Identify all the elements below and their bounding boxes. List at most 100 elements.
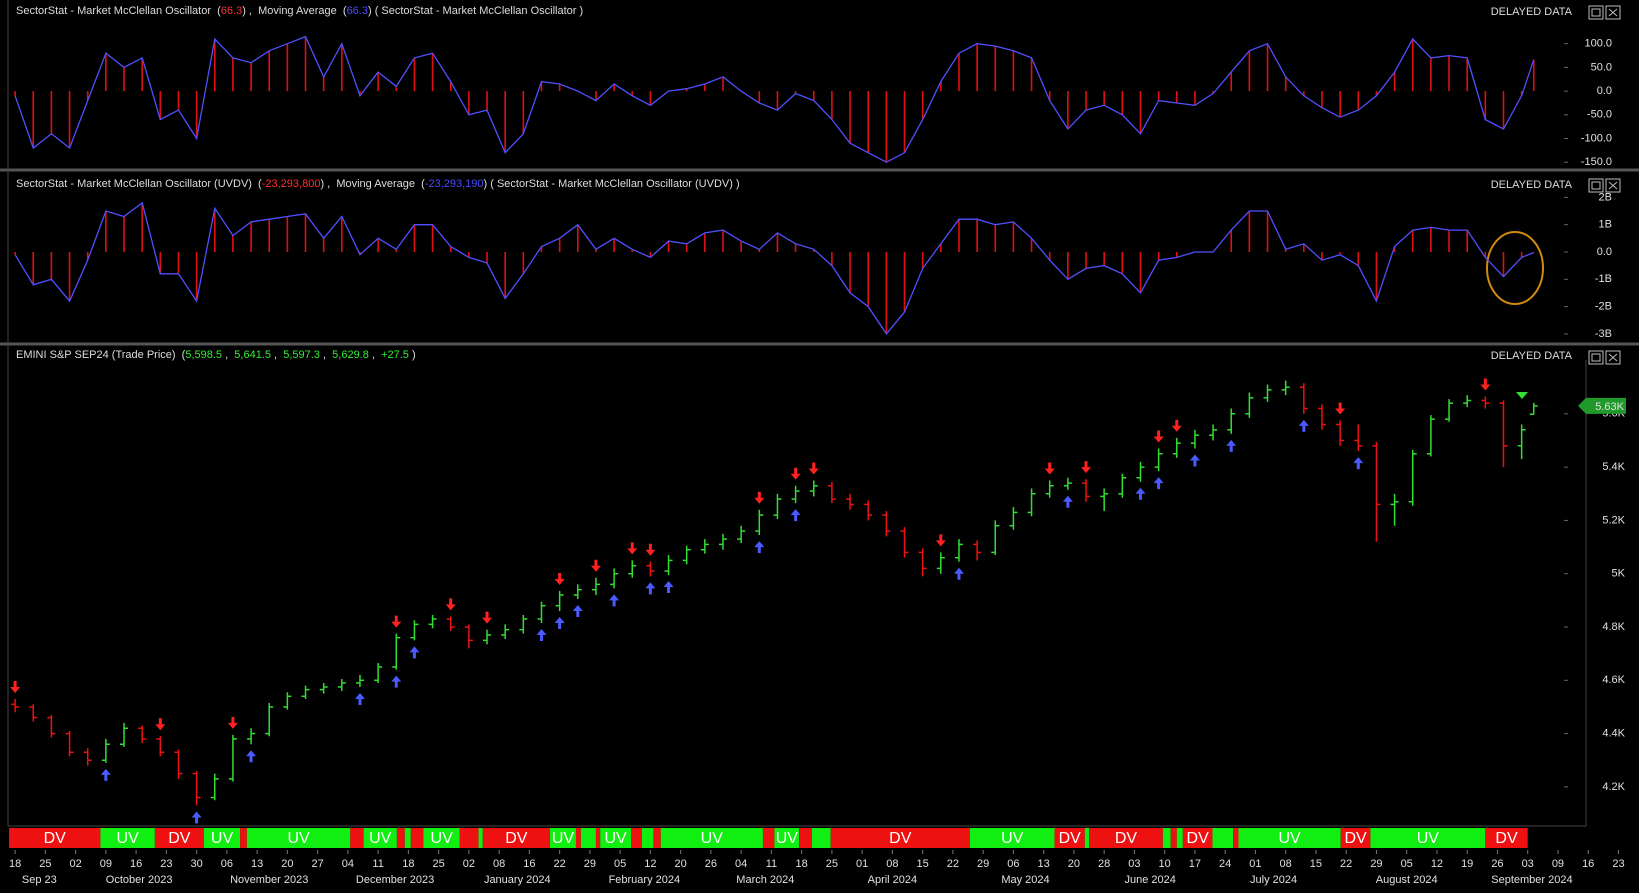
- uvdv-band: [363, 828, 397, 848]
- uvdv-band: [240, 828, 247, 848]
- x-tick-label: 05: [614, 858, 626, 870]
- header-part: 5,641.5: [234, 349, 271, 361]
- close-button[interactable]: [1605, 350, 1621, 365]
- header-part: ) ( SectorStat - Market McClellan Oscill…: [368, 5, 583, 17]
- uvdv-label: DV: [44, 830, 67, 847]
- y-tick-label: 50.0: [1591, 61, 1612, 73]
- header-part: ) ( SectorStat - Market McClellan Oscill…: [484, 178, 740, 190]
- sell-signal: [554, 573, 565, 586]
- uvdv-band: [641, 828, 654, 848]
- x-tick-label: 11: [766, 858, 777, 870]
- sell-signal: [790, 467, 801, 480]
- uvdv-band: [1054, 828, 1085, 848]
- close-icon: [1608, 8, 1618, 17]
- x-tick-label: 20: [675, 858, 687, 870]
- buy-signal: [790, 509, 801, 522]
- x-tick-label: 25: [826, 858, 838, 870]
- header-part: ) , Moving Average (: [320, 178, 425, 190]
- maximize-icon: [1591, 181, 1601, 190]
- window-buttons: [1588, 5, 1621, 365]
- uvdv-band: [1089, 828, 1163, 848]
- uvdv-band: [830, 828, 970, 848]
- y-tick-label: 4.8K: [1602, 621, 1625, 633]
- month-label: December 2023: [356, 874, 434, 886]
- x-tick-label: 06: [221, 858, 233, 870]
- uvdv-label: UV: [701, 830, 724, 847]
- uvdv-band: [478, 828, 483, 848]
- x-tick-label: 26: [705, 858, 717, 870]
- uvdv-label: UV: [604, 830, 627, 847]
- maximize-button[interactable]: [1588, 178, 1604, 193]
- x-tick-label: 16: [130, 858, 142, 870]
- x-tick-label: 23: [1612, 858, 1624, 870]
- x-tick-label: 29: [977, 858, 989, 870]
- x-tick-label: 23: [160, 858, 172, 870]
- header-part: EMINI S&P SEP24 (Trade Price) (: [16, 349, 186, 361]
- x-tick-label: 09: [100, 858, 112, 870]
- x-tick-label: 12: [644, 858, 656, 870]
- sell-signal: [1153, 430, 1164, 443]
- header-part: +27.5: [381, 349, 409, 361]
- buy-signal: [754, 541, 765, 554]
- x-tick-label: 20: [1068, 858, 1080, 870]
- uvdv-band: [575, 828, 581, 848]
- uvdv-band: [482, 828, 550, 848]
- month-label: September 2024: [1491, 874, 1572, 886]
- buy-signal: [1298, 419, 1309, 432]
- buy-signal: [1153, 477, 1164, 490]
- panel-header: SectorStat - Market McClellan Oscillator…: [16, 5, 583, 17]
- y-tick-label: 100.0: [1584, 38, 1612, 50]
- month-label: May 2024: [1001, 874, 1049, 886]
- y-tick-label: -2B: [1595, 301, 1612, 313]
- highlight-circle: [1486, 231, 1544, 305]
- sell-signal: [1480, 378, 1491, 391]
- buy-signal: [572, 605, 583, 618]
- sell-signal: [590, 559, 601, 572]
- uvdv-band: [595, 828, 601, 848]
- x-tick-label: 22: [947, 858, 959, 870]
- buy-signal: [1189, 454, 1200, 467]
- header-part: 66.3: [347, 5, 368, 17]
- uvdv-label: DV: [889, 830, 912, 847]
- buy-signal: [1135, 487, 1146, 500]
- buy-signal: [1353, 457, 1364, 470]
- maximize-button[interactable]: [1588, 5, 1604, 20]
- uvdv-band: [1485, 828, 1528, 848]
- maximize-button[interactable]: [1588, 350, 1604, 365]
- status-label: DELAYED DATA: [1491, 6, 1573, 18]
- buy-signal: [391, 675, 402, 688]
- uvdv-band: [1170, 828, 1177, 848]
- header-part: 5,629.8: [332, 349, 369, 361]
- close-button[interactable]: [1605, 5, 1621, 20]
- header-part: -23,293,190: [425, 178, 484, 190]
- x-tick-label: 08: [886, 858, 898, 870]
- uvdv-label: DV: [1495, 830, 1518, 847]
- maximize-icon: [1591, 8, 1601, 17]
- x-tick-label: 18: [796, 858, 808, 870]
- month-label: April 2024: [868, 874, 918, 886]
- sell-signal: [935, 534, 946, 547]
- sell-signal: [808, 462, 819, 475]
- sell-signal: [10, 680, 21, 693]
- close-button[interactable]: [1605, 178, 1621, 193]
- y-tick-label: -100.0: [1581, 132, 1612, 144]
- uvdv-band: [246, 828, 351, 848]
- y-tick-label: 5.2K: [1602, 514, 1625, 526]
- x-tick-label: 06: [1007, 858, 1019, 870]
- uvdv-band: [549, 828, 576, 848]
- uvdv-band: [1233, 828, 1239, 848]
- uvdv-band: [404, 828, 411, 848]
- uvdv-label: DV: [1115, 830, 1138, 847]
- panel-header: SectorStat - Market McClellan Oscillator…: [16, 178, 740, 190]
- month-label: November 2023: [230, 874, 308, 886]
- x-tick-label: 18: [402, 858, 414, 870]
- moving-average-line: [14, 35, 1535, 163]
- y-tick-label: 4.4K: [1602, 728, 1625, 740]
- x-tick-label: 02: [463, 858, 475, 870]
- uvdv-band: [580, 828, 596, 848]
- uvdv-band: [1340, 828, 1371, 848]
- y-tick-label: -1B: [1595, 273, 1612, 285]
- header-part: -23,293,800: [262, 178, 321, 190]
- buy-signal: [1062, 495, 1073, 508]
